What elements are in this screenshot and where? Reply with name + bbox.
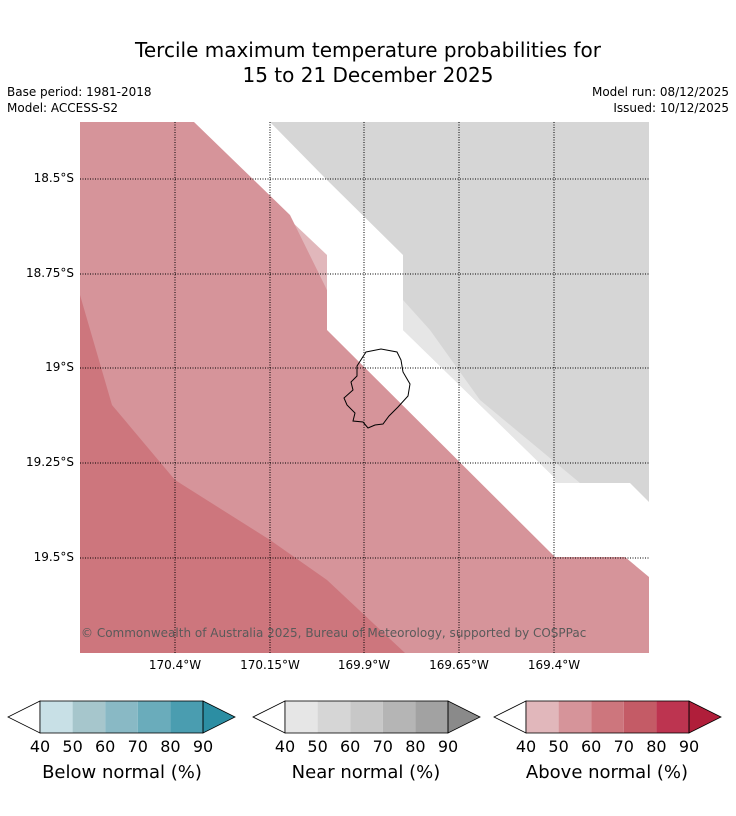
colorbar-tick-label: 90 [192, 737, 214, 756]
colorbar-tick-label: 80 [646, 737, 667, 756]
colorbar-tick-label: 40 [515, 737, 537, 756]
colorbar-tick-label: 50 [548, 737, 569, 756]
colorbar-under-triangle [493, 700, 527, 734]
colorbar-under-triangle [7, 700, 41, 734]
colorbar-cell [415, 701, 448, 733]
colorbar-cell [350, 701, 383, 733]
colorbar-label-near: Near normal (%) [291, 762, 441, 783]
colorbar-tick-label: 90 [678, 737, 700, 756]
lat-tick: 19°S [45, 360, 74, 374]
meta-right: Model run: 08/12/2025 Issued: 10/12/2025 [592, 84, 729, 116]
lon-tick: 169.9°W [337, 658, 391, 672]
title-line-2: 15 to 21 December 2025 [242, 63, 494, 87]
lon-tick: 169.4°W [527, 658, 581, 672]
colorbar-cell [623, 701, 657, 733]
colorbar-cell [591, 701, 624, 733]
lat-tick: 18.5°S [33, 171, 74, 185]
colorbar-over-triangle [447, 700, 481, 734]
colorbar-tick-label: 70 [127, 737, 148, 756]
colorbar-cell [40, 701, 73, 733]
colorbar-tick-label: 80 [405, 737, 426, 756]
colorbar-tick-label: 60 [95, 737, 116, 756]
colorbar-cell [137, 701, 171, 733]
colorbar-label-below: Below normal (%) [42, 762, 202, 783]
colorbar-cell [656, 701, 689, 733]
colorbar-cell [72, 701, 106, 733]
colorbar-over-triangle [688, 700, 722, 734]
model-run: Model run: 08/12/2025 [591, 85, 729, 99]
colorbar-tick-label: 90 [437, 737, 459, 756]
colorbar-cell [170, 701, 203, 733]
gridlines [80, 122, 649, 653]
colorbar-tick-label: 40 [274, 737, 296, 756]
niue-island-outline [343, 348, 411, 429]
lon-tick: 170.15°W [240, 658, 300, 672]
lat-tick: 19.25°S [26, 455, 74, 469]
colorbar-tick-label: 70 [613, 737, 634, 756]
colorbar-cell [285, 701, 318, 733]
copyright-notice: © Commonwealth of Australia 2025, Bureau… [81, 626, 587, 640]
lat-tick: 19.5°S [33, 550, 74, 564]
chart-title: Tercile maximum temperature probabilitie… [0, 38, 736, 88]
base-period: Base period: 1981-2018 [7, 85, 152, 99]
colorbars [7, 700, 722, 734]
above-normal-region-60 [80, 295, 405, 653]
colorbar-over-triangle [202, 700, 236, 734]
colorbar-near-normal [252, 700, 481, 734]
colorbar-cell [105, 701, 138, 733]
colorbar-tick-label: 60 [581, 737, 602, 756]
colorbar-tick-label: 50 [307, 737, 328, 756]
colorbar-tick-label: 80 [160, 737, 181, 756]
colorbar-tick-label: 70 [372, 737, 393, 756]
colorbar-frame [284, 700, 449, 734]
colorbar-cell [382, 701, 416, 733]
model-name: Model: ACCESS-S2 [7, 101, 119, 115]
colorbar-below-normal [7, 700, 236, 734]
colorbar-under-triangle [252, 700, 286, 734]
colorbar-cell [526, 701, 559, 733]
lon-tick: 170.4°W [148, 658, 202, 672]
colorbar-cell [317, 701, 351, 733]
colorbar-frame [525, 700, 690, 734]
title-line-1: Tercile maximum temperature probabilitie… [135, 38, 601, 62]
issued-date: Issued: 10/12/2025 [613, 101, 729, 115]
lat-tick: 18.75°S [26, 266, 74, 280]
colorbar-label-above: Above normal (%) [525, 762, 689, 783]
colorbar-tick-label: 50 [62, 737, 83, 756]
meta-left: Base period: 1981-2018 Model: ACCESS-S2 [7, 84, 152, 116]
lon-tick: 169.65°W [429, 658, 489, 672]
colorbar-tick-label: 60 [340, 737, 361, 756]
colorbar-frame [39, 700, 204, 734]
colorbar-cell [558, 701, 592, 733]
colorbar-above-normal [493, 700, 722, 734]
colorbar-tick-label: 40 [29, 737, 51, 756]
